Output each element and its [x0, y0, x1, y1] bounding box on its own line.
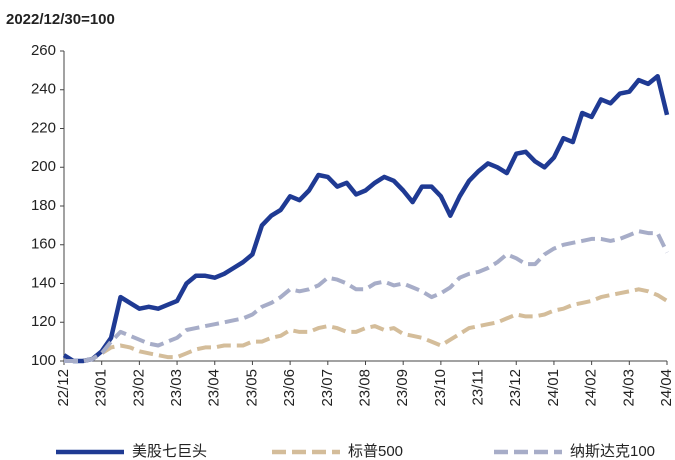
series-line: [62, 73, 670, 364]
x-tick-label: 24/03: [620, 369, 637, 407]
x-tick-label: 23/02: [130, 369, 147, 407]
x-tick-label: 23/04: [206, 369, 223, 407]
y-tick-label: 200: [31, 158, 56, 175]
y-tick-label: 240: [31, 81, 56, 98]
x-tick-label: 23/07: [319, 369, 336, 407]
x-tick-label: 24/02: [583, 369, 600, 407]
y-tick-label: 120: [31, 313, 56, 330]
chart-title: 2022/12/30=100: [6, 11, 115, 28]
y-tick-label: 100: [31, 352, 56, 369]
series-line: [64, 287, 669, 363]
x-tick-label: 23/10: [432, 369, 449, 407]
y-tick-label: 260: [31, 42, 56, 59]
y-tick-label: 180: [31, 197, 56, 214]
x-tick-label: 23/03: [168, 369, 185, 407]
series-line: [64, 229, 669, 363]
x-tick-label: 22/12: [55, 369, 72, 407]
x-tick-label: 23/01: [93, 369, 110, 407]
legend-label: 美股七巨头: [132, 443, 207, 460]
x-tick-label: 24/01: [545, 369, 562, 407]
y-tick-label: 140: [31, 274, 56, 291]
x-tick-label: 23/09: [394, 369, 411, 407]
x-tick-label: 23/05: [243, 369, 260, 407]
x-tick-label: 24/04: [658, 369, 675, 407]
y-tick-label: 220: [31, 119, 56, 136]
x-tick-label: 23/08: [356, 369, 373, 407]
legend-label: 纳斯达克100: [570, 443, 655, 460]
y-tick-label: 160: [31, 236, 56, 253]
x-tick-label: 23/06: [281, 369, 298, 407]
x-tick-label: 23/12: [507, 369, 524, 407]
legend-label: 标普500: [348, 443, 403, 460]
x-tick-label: 23/11: [470, 369, 487, 405]
